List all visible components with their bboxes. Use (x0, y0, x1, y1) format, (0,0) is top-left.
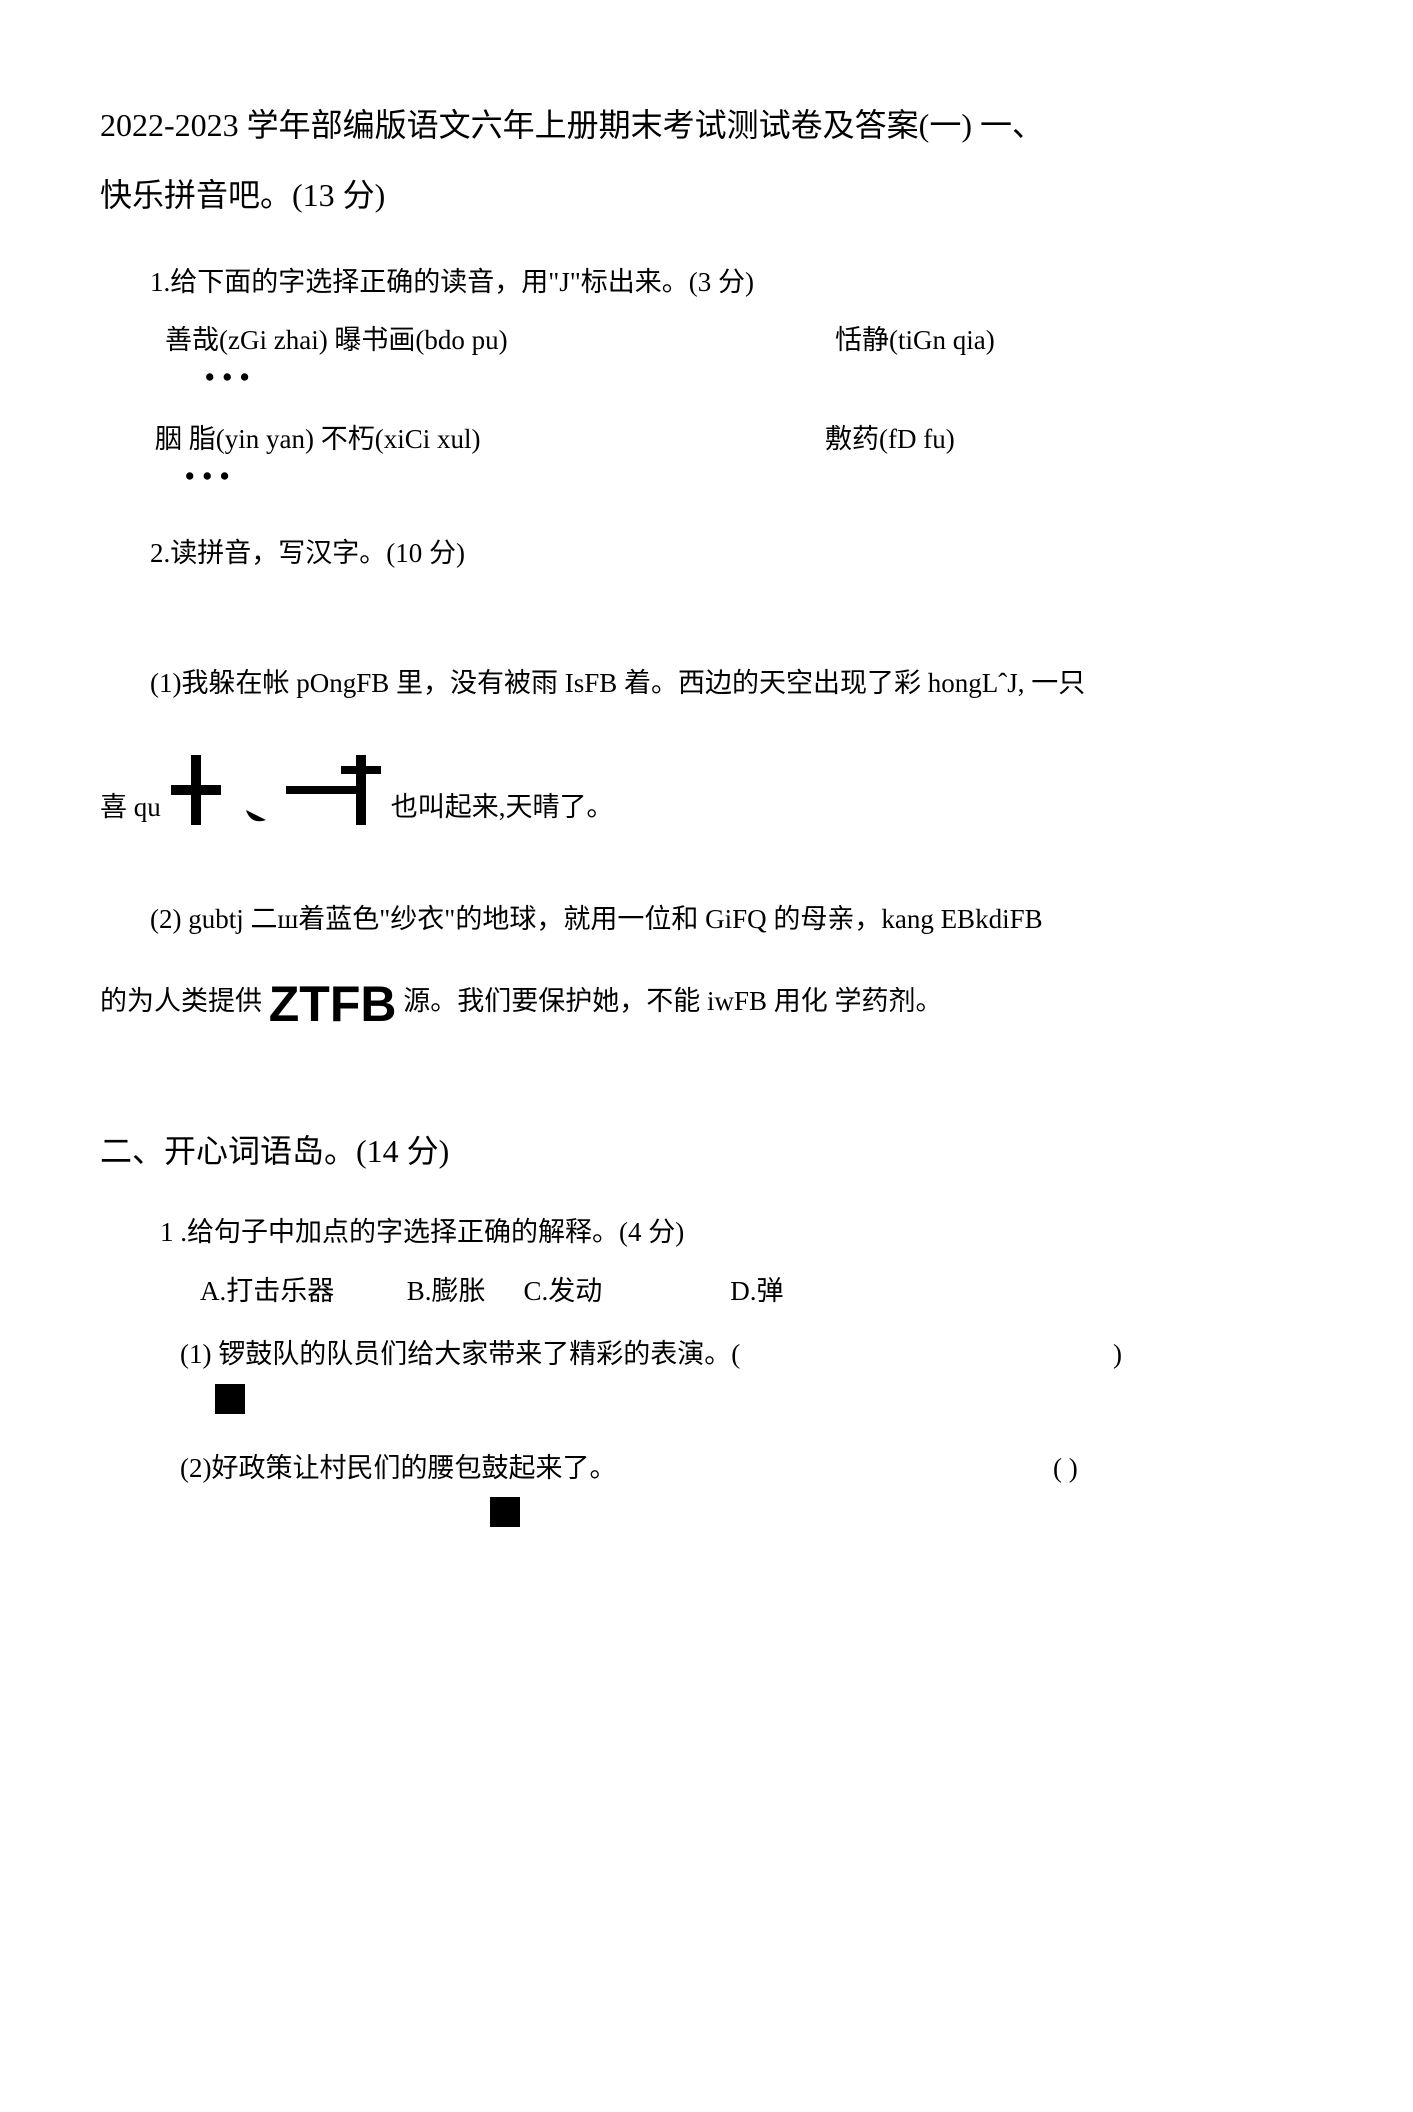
fill-blank-2-line1: (2) gubtj 二ш着蓝色"纱衣"的地球，就用一位和 GiFQ 的母亲，ka… (150, 890, 1313, 949)
option-c: C.发动 (524, 1267, 724, 1316)
emphasis-dots-2: ••• (185, 461, 1313, 492)
exam-title-line1: 2022-2023 学年部编版语文六年上册期末考试测试卷及答案(一) 一、 (100, 90, 1313, 160)
pinyin-row2-item2: 敷药(fD fu) (825, 418, 1313, 461)
section-2-title: 二、开心词语岛。(14 分) (100, 1119, 1313, 1183)
emphasis-square-2 (100, 1492, 1313, 1532)
pinyin-row1-item2: 恬静(tiGn qia) (835, 319, 1313, 362)
fill2-prefix: 的为人类提供 (100, 986, 269, 1016)
ztfb-text: ZTFB (269, 976, 397, 1032)
options-row: A.打击乐器 B.膨胀 C.发动 D.弹 (200, 1267, 1313, 1316)
fill2-suffix: 源。我们要保护她，不能 iwFB 用化 学药剂。 (396, 986, 942, 1016)
emphasis-square-1 (100, 1379, 1313, 1419)
question-1-prompt: 1.给下面的字选择正确的读音，用"J"标出来。(3 分) (150, 261, 1313, 304)
q-item1-close: ) (1113, 1330, 1313, 1379)
fill-blank-1-line1: (1)我躲在帐 pOngFB 里，没有被雨 IsFB 着。西边的天空出现了彩 h… (150, 656, 1313, 710)
pinyin-row1-item1: 善哉(zGi zhai) 曝书画(bdo pu) (165, 319, 835, 362)
emphasis-dots-1: ••• (205, 362, 1313, 393)
q-item2-paren: ( ) (1053, 1444, 1313, 1493)
option-b: B.膨胀 (407, 1267, 517, 1316)
pinyin-row-2: 胭 脂(yin yan) 不朽(xiCi xul) 敷药(fD fu) (155, 418, 1313, 461)
fill1-suffix: 也叫起来,天晴了。 (391, 786, 614, 829)
handwriting-symbol-icon (161, 750, 391, 830)
black-square-icon (215, 1384, 245, 1414)
exam-title-line2: 快乐拼音吧。(13 分) (100, 160, 1313, 230)
q-item2-text: (2)好政策让村民们的腰包鼓起来了。 (180, 1444, 1053, 1493)
option-d: D.弹 (730, 1267, 783, 1316)
question-item-2: (2)好政策让村民们的腰包鼓起来了。 ( ) (180, 1444, 1313, 1493)
pinyin-row-1: 善哉(zGi zhai) 曝书画(bdo pu) 恬静(tiGn qia) (165, 319, 1313, 362)
fill-blank-1-line2: 喜 qu 也叫起来,天晴了。 (100, 750, 1313, 830)
question-item-1: (1) 锣鼓队的队员们给大家带来了精彩的表演。( ) (180, 1330, 1313, 1379)
black-square-icon-2 (490, 1497, 520, 1527)
question-2-prompt: 2.读拼音，写汉字。(10 分) (150, 532, 1313, 575)
fill1-prefix: 喜 qu (100, 786, 161, 829)
section2-q1-prompt: 1 .给句子中加点的字选择正确的解释。(4 分) (160, 1208, 1313, 1257)
option-a: A.打击乐器 (200, 1267, 400, 1316)
fill-blank-2-line2: 的为人类提供 ZTFB 源。我们要保护她，不能 iwFB 用化 学药剂。 (100, 949, 1313, 1059)
pinyin-row2-item1: 胭 脂(yin yan) 不朽(xiCi xul) (155, 418, 825, 461)
q-item1-text: (1) 锣鼓队的队员们给大家带来了精彩的表演。( (180, 1330, 1113, 1379)
